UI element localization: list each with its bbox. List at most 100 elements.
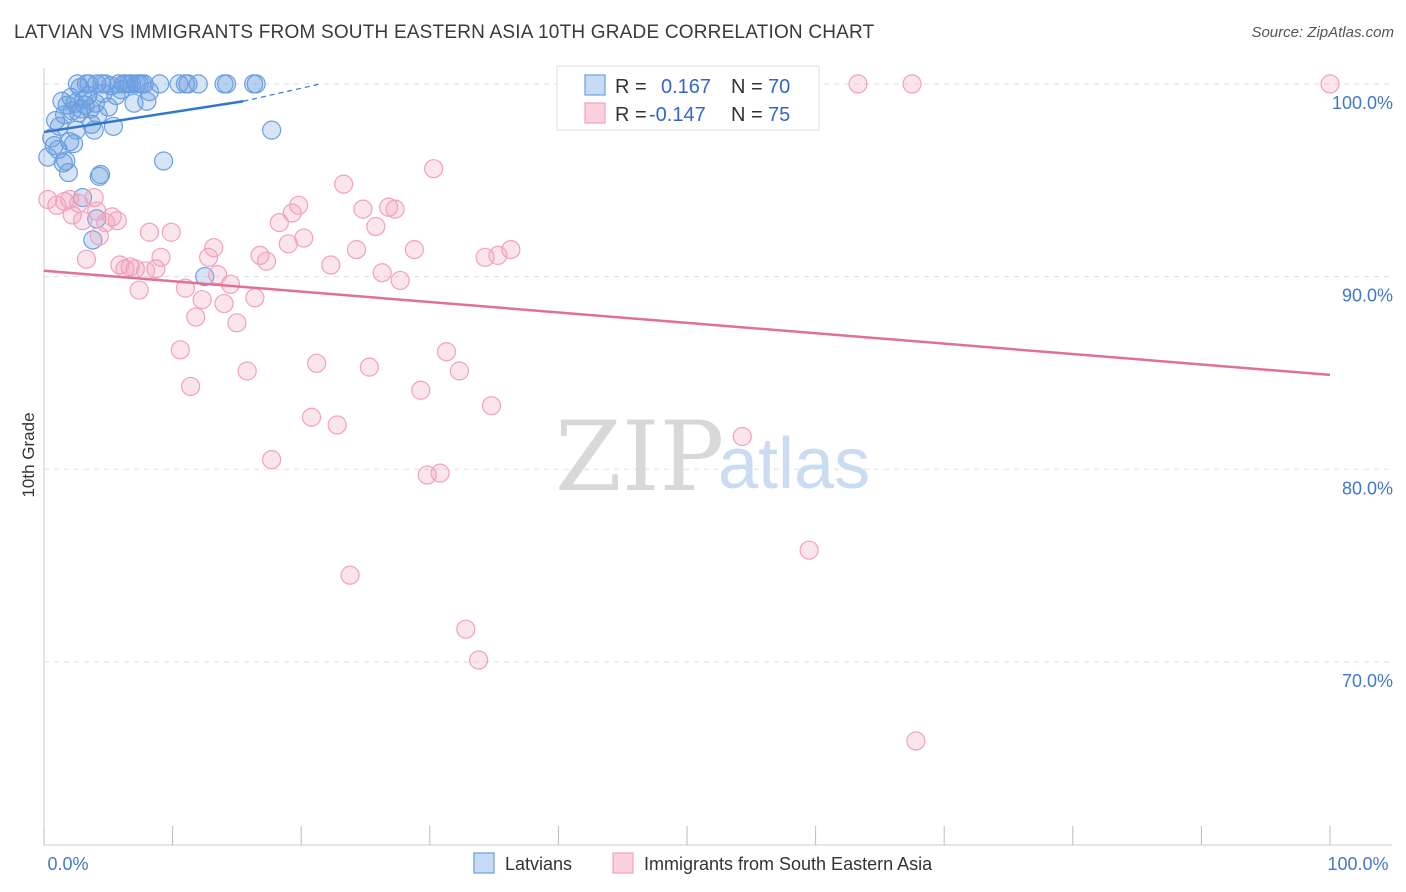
bottom-legend-latvians: Latvians — [505, 854, 572, 874]
point-immigrants-18 — [129, 280, 149, 300]
tick-labels: 70.0% 80.0% 90.0% 100.0% 0.0% 100.0% — [47, 93, 1393, 874]
point-latvians-66 — [246, 74, 266, 94]
point-immigrants-51 — [346, 240, 367, 260]
y-tick-label-70: 70.0% — [1342, 671, 1393, 691]
x-tick-label-min: 0.0% — [47, 854, 88, 874]
point-immigrants-23 — [161, 222, 181, 242]
series-immigrants — [38, 74, 1340, 751]
point-immigrants-27 — [186, 307, 206, 327]
point-latvians-58 — [153, 151, 174, 171]
point-immigrants-60 — [411, 380, 431, 400]
legend-r-value-2: -0.147 — [649, 104, 706, 126]
point-immigrants-59 — [404, 240, 424, 260]
point-immigrants-34 — [227, 313, 247, 333]
legend-swatch-pink — [584, 102, 606, 124]
point-immigrants-29 — [199, 247, 219, 267]
point-immigrants-58 — [390, 270, 410, 291]
point-immigrants-65 — [449, 361, 469, 381]
point-immigrants-6 — [72, 211, 93, 231]
point-immigrants-28 — [192, 290, 212, 310]
series-latvians — [38, 74, 282, 287]
trend-lines — [43, 83, 1331, 377]
point-immigrants-72 — [732, 426, 752, 447]
point-immigrants-74 — [848, 74, 868, 94]
point-immigrants-20 — [139, 222, 160, 242]
point-immigrants-53 — [359, 357, 379, 377]
point-immigrants-26 — [181, 376, 201, 397]
point-immigrants-47 — [321, 255, 341, 275]
point-latvians-2 — [44, 135, 64, 156]
point-latvians-64 — [217, 74, 237, 94]
y-axis-label: 10th Grade — [19, 412, 38, 497]
point-immigrants-48 — [327, 415, 347, 435]
legend-r-label-1: R = — [615, 76, 647, 98]
point-immigrants-62 — [424, 159, 444, 179]
point-latvians-23 — [74, 89, 94, 109]
watermark: ZIP atlas — [555, 401, 870, 513]
point-immigrants-44 — [294, 228, 314, 248]
point-immigrants-36 — [245, 288, 265, 308]
point-immigrants-30 — [204, 238, 224, 258]
source-credit: Source: ZipAtlas.com — [1251, 24, 1394, 41]
point-immigrants-13 — [107, 211, 127, 231]
point-immigrants-76 — [906, 731, 926, 751]
chart-title: LATVIAN VS IMMIGRANTS FROM SOUTH EASTERN… — [14, 22, 875, 43]
watermark-atlas: atlas — [718, 424, 870, 504]
y-tick-label-80: 80.0% — [1342, 478, 1393, 498]
point-immigrants-32 — [214, 293, 234, 314]
point-latvians-56 — [139, 82, 160, 102]
point-immigrants-52 — [353, 199, 373, 219]
point-latvians-67 — [262, 120, 282, 140]
point-immigrants-35 — [237, 361, 257, 381]
point-latvians-9 — [56, 151, 76, 171]
point-immigrants-54 — [366, 216, 386, 237]
point-immigrants-40 — [269, 213, 289, 233]
point-immigrants-75 — [902, 74, 922, 94]
legend-n-label-2: N = — [731, 104, 763, 126]
point-immigrants-24 — [170, 340, 190, 360]
legend-n-value-1: 70 — [768, 76, 790, 98]
point-immigrants-64 — [436, 342, 457, 362]
bottom-legend-immigrants: Immigrants from South Eastern Asia — [644, 854, 933, 874]
point-latvians-32 — [85, 93, 106, 113]
correlation-legend: R = 0.167 N = 70 R = -0.147 N = 75 — [556, 65, 820, 131]
point-immigrants-46 — [307, 353, 327, 373]
legend-n-value-2: 75 — [768, 104, 790, 126]
y-tick-label-90: 90.0% — [1342, 286, 1393, 306]
point-immigrants-43 — [289, 195, 309, 215]
point-immigrants-45 — [301, 407, 322, 427]
legend-r-label-2: R = — [615, 104, 647, 126]
point-immigrants-67 — [469, 650, 489, 670]
legend-r-value-1: 0.167 — [661, 76, 711, 98]
watermark-zip: ZIP — [555, 401, 724, 513]
y-tick-label-100: 100.0% — [1332, 93, 1393, 113]
trend-line-immigrants — [43, 269, 1331, 377]
point-immigrants-69 — [481, 396, 502, 416]
point-latvians-57 — [150, 74, 170, 94]
point-immigrants-63 — [430, 463, 450, 483]
bottom-legend-swatch-immigrants — [612, 852, 634, 874]
point-immigrants-57 — [385, 199, 405, 219]
point-latvians-61 — [178, 74, 198, 94]
point-immigrants-55 — [372, 263, 392, 283]
point-immigrants-39 — [262, 450, 282, 470]
point-immigrants-12 — [102, 207, 122, 227]
point-immigrants-4 — [62, 205, 82, 225]
point-immigrants-22 — [151, 247, 171, 267]
point-latvians-40 — [98, 97, 118, 117]
point-immigrants-50 — [340, 565, 360, 585]
x-tick-label-max: 100.0% — [1327, 854, 1388, 874]
point-immigrants-73 — [799, 540, 819, 560]
point-immigrants-77 — [1320, 74, 1340, 94]
point-latvians-62 — [188, 74, 208, 94]
trend-line-latvians — [43, 100, 244, 134]
point-latvians-11 — [58, 162, 79, 183]
legend-n-label-1: N = — [731, 76, 763, 98]
series-legend: Latvians Immigrants from South Eastern A… — [473, 852, 933, 874]
point-immigrants-7 — [76, 249, 97, 269]
point-latvians-36 — [90, 164, 111, 185]
bottom-legend-swatch-latvians — [473, 852, 495, 874]
point-immigrants-38 — [256, 251, 277, 271]
point-immigrants-49 — [334, 174, 354, 194]
